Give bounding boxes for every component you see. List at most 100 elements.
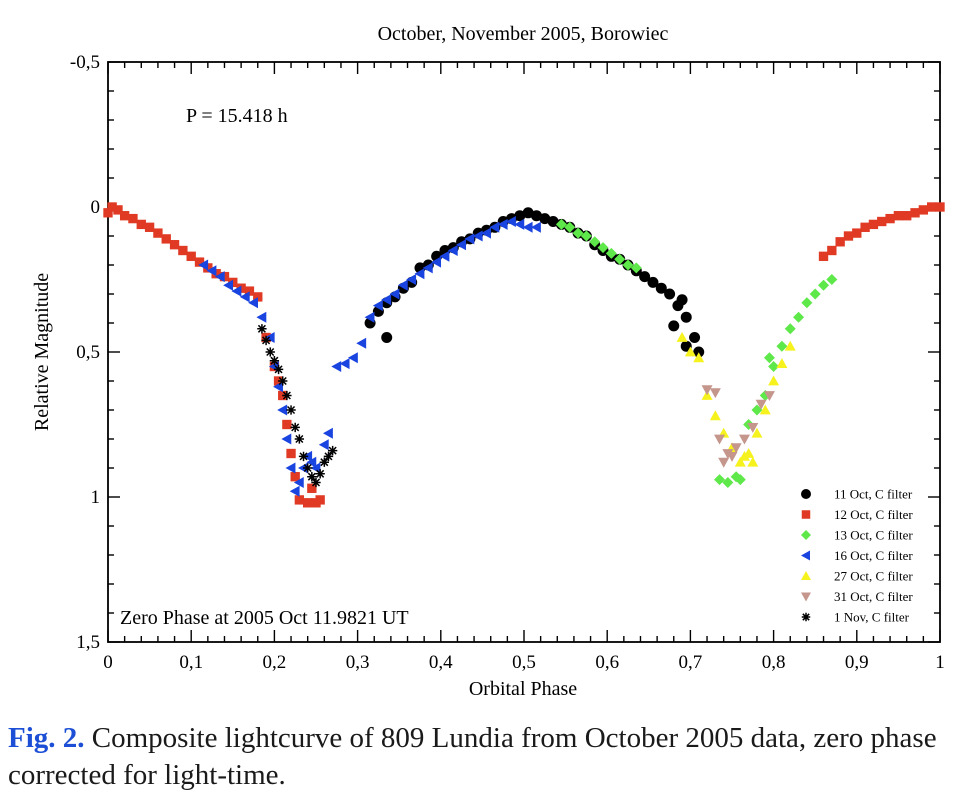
data-point bbox=[107, 202, 117, 212]
data-point bbox=[318, 439, 329, 451]
data-point bbox=[257, 324, 267, 334]
series-triangle-down bbox=[701, 385, 775, 468]
data-point bbox=[306, 456, 317, 468]
data-point bbox=[153, 228, 163, 238]
data-point bbox=[178, 245, 188, 256]
data-point bbox=[278, 376, 288, 386]
y-axis-tick-labels: -0,5 0 0,5 1 1,5 bbox=[70, 52, 100, 653]
data-point bbox=[818, 279, 830, 291]
data-point bbox=[214, 271, 225, 283]
data-point bbox=[747, 423, 759, 433]
legend-label: 16 Oct, C filter bbox=[834, 548, 913, 563]
data-point bbox=[826, 274, 838, 285]
figure-caption: Fig. 2. Composite lightcurve of 809 Lund… bbox=[8, 720, 974, 794]
data-point bbox=[734, 474, 746, 486]
data-point bbox=[206, 265, 217, 277]
x-tick-label: 0,8 bbox=[762, 652, 786, 673]
legend-label: 12 Oct, C filter bbox=[834, 507, 913, 522]
legend-label: 1 Nov, C filter bbox=[834, 610, 910, 625]
data-point bbox=[597, 242, 609, 254]
data-point bbox=[281, 433, 292, 445]
y-tick-label: 0 bbox=[91, 197, 101, 218]
series-diamond bbox=[555, 218, 838, 488]
data-point bbox=[564, 221, 576, 233]
data-point bbox=[489, 221, 500, 233]
data-point bbox=[439, 250, 450, 262]
data-point bbox=[294, 434, 305, 444]
data-point bbox=[726, 452, 738, 462]
data-point bbox=[447, 245, 458, 256]
y-tick-label: -0,5 bbox=[70, 52, 100, 73]
data-point bbox=[472, 230, 483, 242]
data-point bbox=[730, 443, 742, 454]
data-point bbox=[522, 221, 533, 233]
legend-marker bbox=[801, 571, 811, 580]
data-point bbox=[910, 208, 920, 218]
x-axis-tick-labels: 0 0,1 0,2 0,3 0,4 0,5 0,6 0,7 0,8 0,9 1 bbox=[103, 652, 945, 673]
data-point bbox=[128, 213, 138, 224]
data-point bbox=[285, 462, 296, 474]
chart-title: October, November 2005, Borowiec bbox=[378, 23, 669, 45]
data-point bbox=[356, 337, 367, 349]
data-point bbox=[918, 205, 929, 215]
data-point bbox=[273, 364, 284, 375]
data-point bbox=[253, 292, 263, 302]
data-point bbox=[530, 210, 542, 222]
data-point bbox=[722, 477, 734, 488]
data-point bbox=[286, 448, 296, 459]
x-tick-label: 0 bbox=[103, 652, 113, 673]
data-point bbox=[793, 311, 805, 323]
data-point bbox=[239, 291, 250, 303]
data-point bbox=[718, 457, 730, 468]
data-point bbox=[647, 276, 659, 288]
data-point bbox=[323, 451, 334, 462]
data-point bbox=[709, 388, 721, 399]
data-point bbox=[668, 320, 680, 332]
x-tick-label: 0,9 bbox=[845, 652, 869, 673]
data-point bbox=[381, 294, 392, 306]
data-point bbox=[530, 221, 541, 233]
data-point bbox=[522, 207, 534, 219]
x-tick-label: 0,7 bbox=[679, 652, 703, 673]
data-point bbox=[161, 234, 171, 244]
legend-marker bbox=[801, 530, 811, 540]
data-point bbox=[664, 288, 676, 300]
legend-marker bbox=[801, 510, 811, 519]
data-point bbox=[701, 385, 713, 396]
data-point bbox=[514, 218, 525, 230]
data-point bbox=[751, 427, 763, 438]
data-point bbox=[860, 222, 870, 232]
data-point bbox=[397, 279, 408, 291]
data-point bbox=[277, 404, 288, 416]
data-point bbox=[714, 474, 726, 486]
data-point bbox=[290, 472, 300, 482]
data-point bbox=[684, 346, 696, 357]
data-point bbox=[456, 239, 466, 251]
data-point bbox=[315, 469, 325, 479]
data-point bbox=[198, 259, 209, 271]
data-point bbox=[364, 311, 375, 323]
data-point bbox=[431, 256, 442, 268]
data-point bbox=[347, 352, 358, 364]
data-point bbox=[818, 251, 829, 261]
lightcurve-chart: October, November 2005, Borowiec 0 0,1 0,2… bbox=[31, 23, 945, 700]
data-point bbox=[231, 285, 242, 297]
x-tick-label: 0,6 bbox=[595, 652, 619, 673]
legend-label: 31 Oct, C filter bbox=[834, 589, 913, 604]
y-tick-label: 1,5 bbox=[76, 632, 100, 653]
data-point bbox=[738, 434, 750, 445]
data-point bbox=[282, 419, 292, 430]
x-tick-label: 0,3 bbox=[346, 652, 370, 673]
data-point bbox=[784, 323, 796, 335]
data-point bbox=[605, 247, 617, 259]
x-tick-label: 0,5 bbox=[512, 652, 536, 673]
data-point bbox=[539, 213, 551, 225]
data-point bbox=[614, 253, 626, 265]
data-point bbox=[630, 262, 642, 274]
data-point bbox=[244, 286, 255, 296]
data-point bbox=[868, 219, 879, 230]
data-point bbox=[784, 340, 796, 351]
series-triangle-left bbox=[198, 216, 541, 497]
data-point bbox=[680, 340, 692, 352]
data-point bbox=[809, 288, 821, 300]
